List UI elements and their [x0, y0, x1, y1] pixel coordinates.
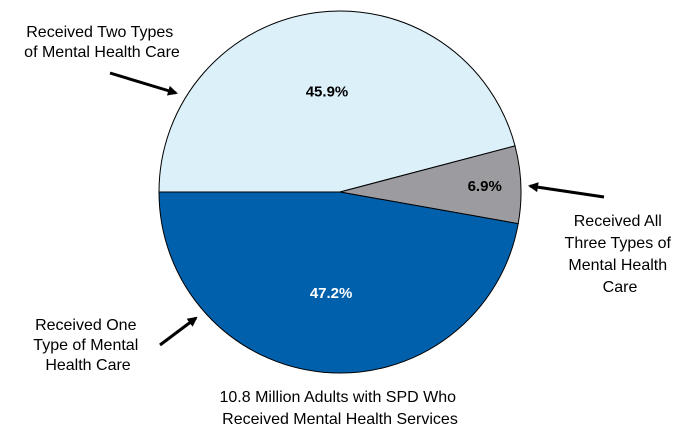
slice-one-type	[158, 191, 519, 374]
slice-label-two-types: Received Two Types of Mental Health Care	[24, 24, 180, 61]
slice-label-one-type-line-2: Type of Mental	[33, 337, 138, 354]
slice-label-two-types-line-1: Received Two Types	[26, 24, 173, 41]
slice-label-three-types-line-1: Received All	[574, 213, 662, 230]
slice-label-three-types: Received All Three Types of Mental Healt…	[565, 213, 676, 296]
pie-slices	[158, 10, 522, 374]
slice-label-three-types-line-3: Mental Health	[568, 257, 667, 274]
chart-caption-line-1: 10.8 Million Adults with SPD Who	[220, 389, 457, 406]
slice-label-one-type: Received One Type of Mental Health Care	[33, 317, 142, 374]
chart-caption-line-2: Received Mental Health Services	[222, 411, 458, 428]
slice-two-types-value-label: 45.9%	[306, 84, 349, 101]
slice-value-labels: 45.9% 6.9% 47.2%	[306, 84, 502, 303]
slice-label-one-type-line-3: Health Care	[45, 357, 130, 374]
arrow-one-type	[159, 316, 198, 347]
chart-caption: 10.8 Million Adults with SPD Who Receive…	[220, 389, 461, 428]
slice-label-three-types-line-2: Three Types of	[565, 235, 672, 252]
arrow-three-types	[528, 182, 605, 199]
slice-three-types-value-label: 6.9%	[468, 178, 502, 195]
slice-one-type-value-label: 47.2%	[310, 285, 353, 302]
slice-label-one-type-line-1: Received One	[35, 317, 136, 334]
arrow-two-types	[109, 71, 178, 96]
slice-label-three-types-line-4: Care	[603, 279, 638, 296]
slice-two-types	[158, 10, 516, 193]
slice-label-two-types-line-2: of Mental Health Care	[24, 44, 180, 61]
